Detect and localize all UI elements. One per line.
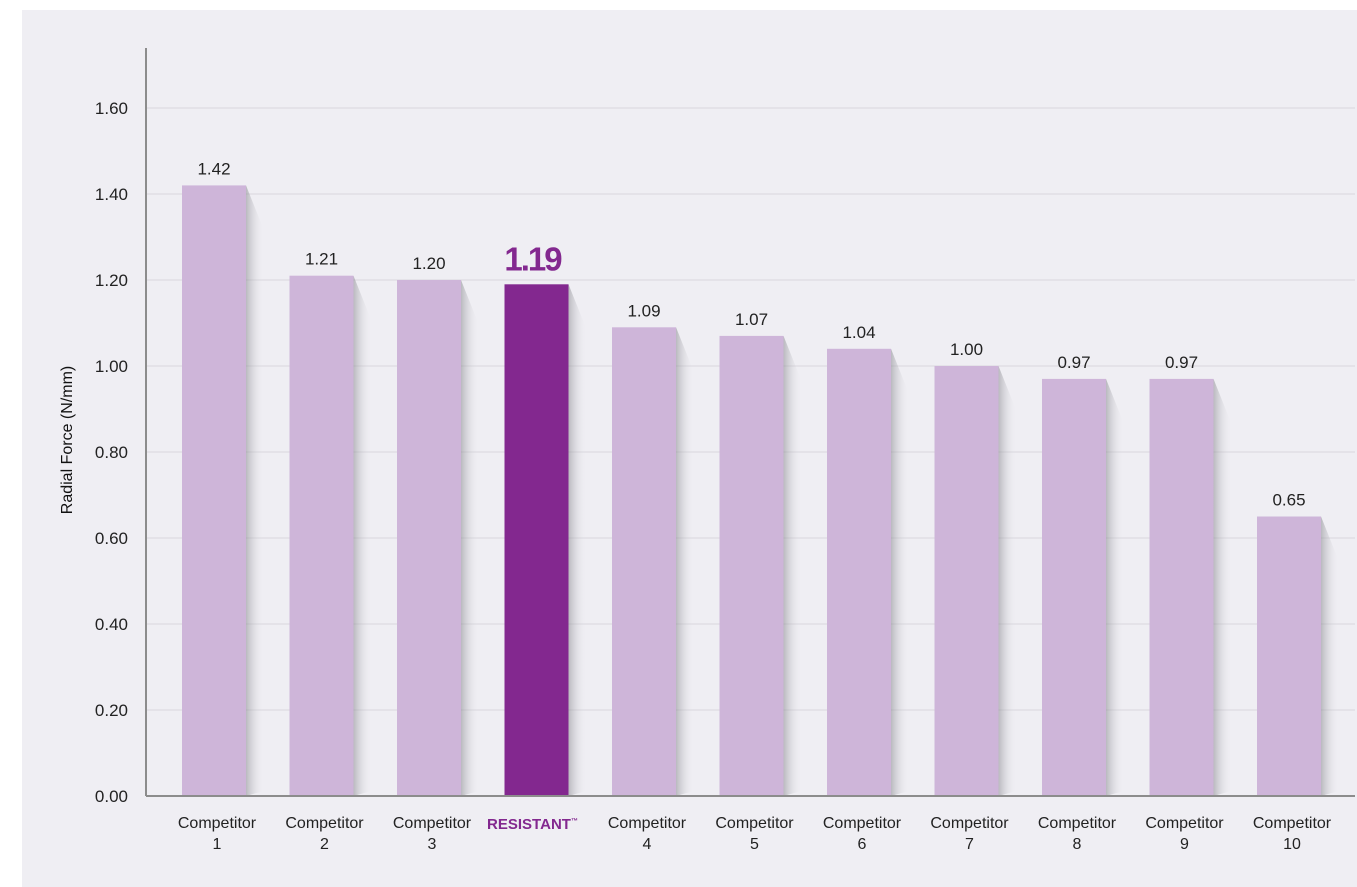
bar [289, 275, 354, 796]
bar-shadow [891, 348, 909, 796]
bar-shadows [246, 185, 1339, 796]
x-category-label: 1 [213, 836, 222, 853]
x-category-label: 10 [1283, 836, 1301, 853]
x-category-label: Competitor [608, 815, 687, 832]
x-category-label: Competitor [178, 815, 257, 832]
value-label: 0.97 [1165, 353, 1198, 372]
y-tick-label: 0.20 [95, 701, 128, 720]
x-category-label: 9 [1180, 836, 1189, 853]
bar [1042, 378, 1106, 796]
y-tick-label: 1.60 [95, 99, 128, 118]
axes [145, 48, 1355, 797]
x-category-label: 3 [428, 836, 437, 853]
bar-shadow [461, 280, 479, 796]
x-category-label: Competitor [285, 815, 364, 832]
bar [612, 327, 676, 796]
bar-shadow [246, 185, 264, 796]
bar [934, 366, 999, 796]
bar [182, 185, 246, 796]
bar-shadow [1213, 378, 1232, 796]
bar [397, 280, 461, 796]
x-category-label-highlight: RESISTANT™ [487, 816, 578, 833]
bar-shadow [783, 335, 802, 796]
x-category-label: Competitor [1038, 815, 1117, 832]
labels: 0.00 0.20 0.40 0.60 0.80 1.00 1.20 1.40 1.60 1.42… [95, 99, 1332, 853]
y-tick-label: 1.20 [95, 271, 128, 290]
x-category-label: Competitor [1145, 815, 1224, 832]
x-category-label: 7 [965, 836, 974, 853]
y-tick-label: 1.00 [95, 357, 128, 376]
value-label: 0.65 [1272, 491, 1305, 510]
y-tick-label: 0.00 [95, 787, 128, 806]
x-category-label: 8 [1073, 836, 1082, 853]
value-label: 1.04 [842, 323, 875, 342]
x-category-label: 4 [643, 836, 652, 853]
value-label: 1.07 [735, 310, 768, 329]
value-label: 1.20 [412, 254, 445, 273]
value-label: 1.42 [197, 159, 230, 178]
highlight-bar [504, 284, 569, 796]
bar-shadow [568, 284, 587, 796]
x-category-label: 2 [320, 836, 329, 853]
bar [719, 335, 784, 796]
bar [827, 348, 891, 796]
y-tick-label: 0.60 [95, 529, 128, 548]
x-category-label: Competitor [823, 815, 902, 832]
y-tick-label: 0.80 [95, 443, 128, 462]
bar-shadow [998, 366, 1017, 796]
x-category-label: Competitor [1253, 815, 1332, 832]
value-label: 1.09 [627, 301, 660, 320]
bar-shadow [1106, 378, 1124, 796]
x-category-label: Competitor [715, 815, 794, 832]
highlight-value-label: 1.19 [504, 240, 562, 277]
bar [1149, 378, 1214, 796]
x-category-label: Competitor [930, 815, 1009, 832]
bar-shadow [676, 327, 694, 796]
bar [1257, 516, 1321, 796]
value-label: 1.21 [305, 250, 338, 269]
y-tick-label: 0.40 [95, 615, 128, 634]
bar-shadow [353, 275, 372, 796]
bars [182, 185, 1321, 796]
x-category-label: Competitor [393, 815, 472, 832]
value-label: 0.97 [1057, 353, 1090, 372]
x-category-label: 6 [858, 836, 867, 853]
bar-shadow [1321, 516, 1339, 796]
x-category-label: 5 [750, 836, 759, 853]
y-axis-title: Radial Force (N/mm) [59, 366, 76, 514]
value-label: 1.00 [950, 340, 983, 359]
y-tick-label: 1.40 [95, 185, 128, 204]
